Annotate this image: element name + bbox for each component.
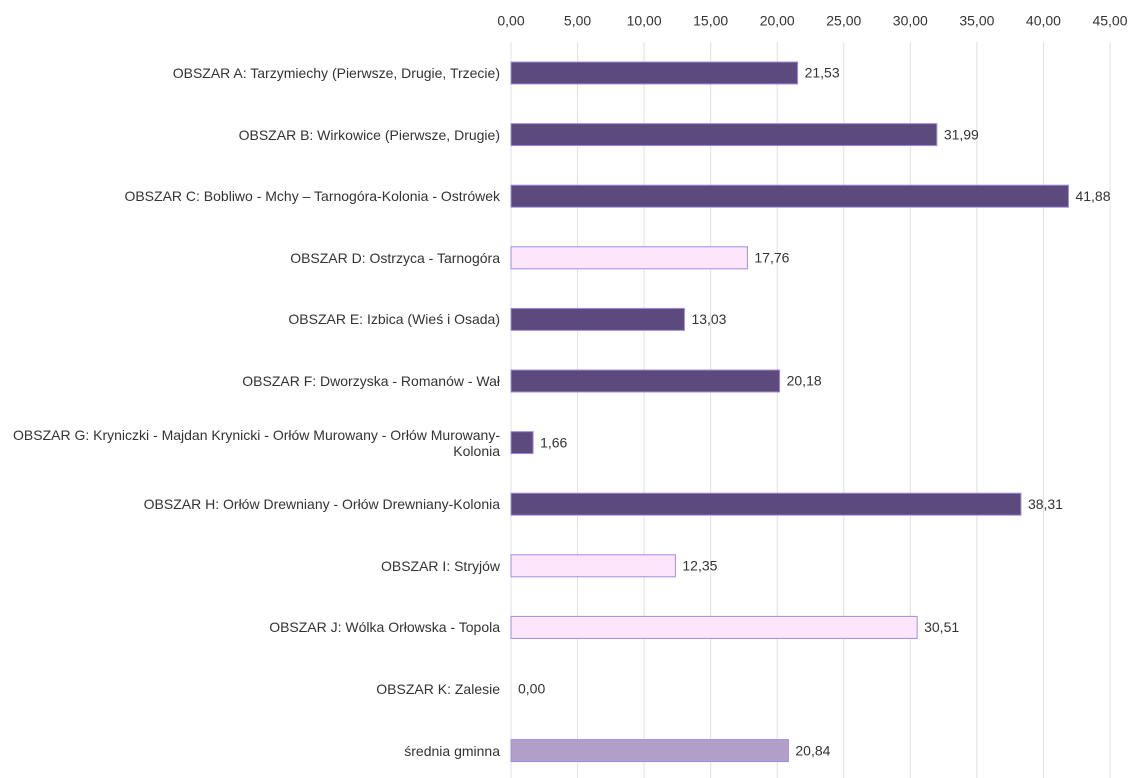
category-label: OBSZAR H: Orłów Drewniany - Orłów Drewni… [143,496,500,513]
x-tick-label: 35,00 [959,13,994,29]
category-label: OBSZAR I: Stryjów [380,557,500,574]
x-tick-label: 20,00 [760,13,795,29]
bar [510,431,534,455]
x-tick-label: 25,00 [826,13,861,29]
bar [510,615,918,639]
value-label: 20,84 [795,742,830,758]
value-label: 20,18 [787,373,822,389]
x-tick-label: 15,00 [693,13,728,29]
x-tick-label: 40,00 [1026,13,1061,29]
bar [510,739,789,763]
bar [510,307,685,331]
bar [510,554,676,578]
value-label: 21,53 [805,65,840,81]
bar [510,184,1069,208]
value-label: 1,66 [540,434,567,450]
x-tick-label: 45,00 [1092,13,1127,29]
value-label: 0,00 [518,681,545,697]
category-label: OBSZAR F: Dworzyska - Romanów - Wał [242,373,500,389]
value-label: 12,35 [682,558,717,574]
x-tick-label: 0,00 [497,13,524,29]
category-label: OBSZAR G: Kryniczki - Majdan Krynicki - … [13,426,500,459]
value-label: 38,31 [1028,496,1063,512]
category-label: OBSZAR B: Wirkowice (Pierwsze, Drugie) [238,126,500,143]
category-label: OBSZAR K: Zalesie [376,681,500,697]
value-label: 17,76 [754,250,789,266]
x-tick-label: 30,00 [893,13,928,29]
bar [510,369,781,393]
category-label: OBSZAR E: Izbica (Wieś i Osada) [288,311,500,328]
value-label: 41,88 [1075,188,1110,204]
category-label: OBSZAR J: Wólka Orłowska - Topola [269,619,500,636]
bar [510,61,799,85]
bar [510,123,938,147]
category-label: OBSZAR D: Ostrzyca - Tarnogóra [290,249,500,266]
bar [510,246,748,270]
value-label: 13,03 [691,311,726,327]
category-label: średnia gminna [404,742,500,759]
value-label: 30,51 [924,619,959,635]
category-label: OBSZAR A: Tarzymiechy (Pierwsze, Drugie,… [172,65,500,81]
value-label: 31,99 [944,126,979,142]
bar [510,492,1022,516]
x-tick-label: 10,00 [627,13,662,29]
category-label: OBSZAR C: Bobliwo - Mchy – Tarnogóra-Kol… [124,188,500,205]
x-tick-label: 5,00 [564,13,591,29]
